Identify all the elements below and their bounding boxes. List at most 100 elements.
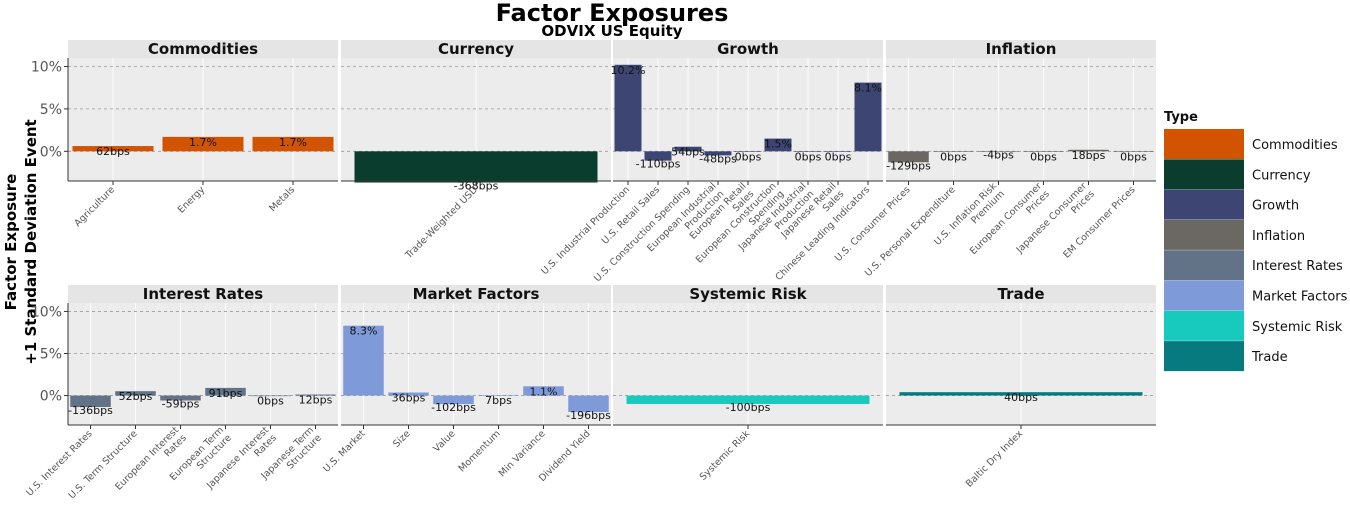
bar-value: [433, 395, 474, 405]
bar-european-retail-sales: [734, 151, 762, 152]
y-tick-label: 0%: [40, 389, 62, 405]
bar-em-consumer-prices: [1113, 151, 1154, 152]
panel-title: Inflation: [986, 40, 1057, 58]
data-label: 0bps: [940, 150, 967, 163]
legend-entry-market-factors: Market Factors: [1252, 290, 1348, 305]
panel-title: Interest Rates: [143, 285, 264, 303]
data-label: 91bps: [209, 387, 243, 400]
bar-momentum: [478, 394, 519, 396]
legend-entry-currency: Currency: [1252, 168, 1311, 183]
panel-strip: [613, 40, 883, 58]
data-label: -196bps: [566, 409, 611, 422]
data-label: 52bps: [119, 390, 153, 403]
panel-title: Currency: [438, 40, 514, 58]
bar-u-s-industrial-production: [614, 64, 642, 152]
bar-min-variance: [523, 386, 564, 396]
y-tick-label: 5%: [40, 346, 62, 362]
bar-japanese-interest-rates: [250, 395, 291, 397]
y-axis-label-line1: Factor Exposure: [2, 174, 20, 311]
bar-metals: [252, 136, 334, 152]
x-tick-label: Agriculture: [72, 184, 117, 229]
x-tick-label: Trade-Weighted USD: [403, 184, 480, 261]
legend-entry-inflation: Inflation: [1252, 229, 1305, 244]
bar-european-interest-rates: [160, 395, 201, 401]
legend-swatch-interest-rates: [1164, 250, 1244, 281]
panel-title: Commodities: [148, 40, 258, 58]
x-tick-label: Baltic Dry Index: [964, 428, 1026, 490]
bar-u-s-retail-sales: [644, 151, 672, 161]
panel-systemic-risk: Systemic Risk -100bps Systemic Risk: [613, 285, 883, 483]
panel-title: Growth: [717, 40, 779, 58]
data-label: -102bps: [431, 401, 476, 414]
data-label: 1.7%: [189, 136, 217, 149]
bar-trade-weighted-usd: [354, 151, 598, 183]
x-tick-label: Momentum: [457, 428, 503, 474]
panel-strip: [886, 40, 1156, 58]
data-label: 0bps: [257, 395, 284, 408]
y-axis-label-line2: +1 Standard Deviation Event: [22, 119, 40, 364]
panel-commodities: Commodities 62bps 1.7% 1.7% 0% 5% 10% Agricultu…: [31, 40, 338, 229]
x-tick-label-line: Size: [391, 428, 413, 450]
y-tick-label: 5%: [40, 102, 62, 118]
x-tick-label-line: Energy: [176, 184, 208, 216]
x-tick-label: U.S. Market: [321, 428, 368, 475]
y-tick-label: 0%: [40, 144, 62, 160]
data-label: 7bps: [485, 394, 512, 407]
data-label: 1.7%: [279, 136, 307, 149]
legend-entry-commodities: Commodities: [1252, 138, 1338, 153]
chart-subtitle: ODVIX US Equity: [541, 22, 682, 40]
legend: Type Commodities Currency Growth Inflation In…: [1164, 110, 1348, 372]
panel-interest-rates: Interest Rates -136bps 52bps -59bps 91bps 0bp…: [24, 285, 338, 501]
panel-title: Systemic Risk: [689, 285, 807, 303]
data-label: 0bps: [825, 150, 852, 163]
panel-market-factors: Market Factors 8.3% 36bps -102bps 7bps 1.1% -1…: [321, 285, 611, 484]
panel-strip: [341, 40, 611, 58]
data-label: -4bps: [983, 149, 1014, 162]
panel-strip: [886, 285, 1156, 303]
data-label: 54bps: [671, 146, 705, 159]
bar-u-s-interest-rates: [70, 395, 111, 407]
x-tick-label-line: Momentum: [457, 428, 503, 474]
data-label: 36bps: [392, 392, 426, 405]
bar-european-term-structure: [205, 387, 246, 396]
bar-japanese-consumer-prices: [1068, 149, 1109, 152]
bar-dividend-yield: [568, 395, 609, 413]
bar-japanese-term-structure: [295, 394, 336, 396]
bar-european-industrial-production: [704, 151, 732, 156]
legend-swatch-trade: [1164, 341, 1244, 372]
x-tick-label: Value: [431, 428, 457, 454]
legend-swatch-systemic-risk: [1164, 310, 1244, 341]
bar-u-s-construction-spending: [674, 146, 702, 152]
bar-size: [388, 392, 429, 396]
legend-entry-trade: Trade: [1251, 350, 1288, 365]
panel-strip: [68, 40, 338, 58]
x-tick-label-line: Min Variance: [497, 428, 548, 479]
x-tick-label-line: Agriculture: [72, 184, 117, 229]
y-tick-label: 10%: [31, 59, 62, 75]
data-label: 1.1%: [530, 385, 558, 398]
data-label: -48bps: [699, 152, 737, 165]
data-label: -100bps: [726, 401, 771, 414]
x-tick-label: Energy: [176, 184, 208, 216]
legend-title: Type: [1164, 110, 1198, 125]
bar-u-s-market: [343, 325, 384, 396]
bar-agriculture: [72, 146, 154, 152]
legend-swatch-currency: [1164, 159, 1244, 190]
data-label: 1.5%: [764, 138, 792, 151]
data-label: -59bps: [162, 398, 200, 411]
panel-strip: [613, 285, 883, 303]
data-label: -136bps: [68, 404, 113, 417]
data-label: 62bps: [96, 145, 130, 158]
data-label: 18bps: [1072, 149, 1106, 162]
panel-background: [886, 58, 1156, 181]
data-label: -110bps: [636, 158, 681, 171]
legend-entry-growth: Growth: [1252, 199, 1299, 214]
data-label: 0bps: [1120, 150, 1147, 163]
x-tick-label: Size: [391, 428, 413, 450]
x-tick-label-line: Systemic Risk: [698, 428, 753, 483]
data-label: 10.2%: [611, 64, 646, 77]
panel-background: [68, 303, 338, 425]
legend-swatch-growth: [1164, 189, 1244, 220]
panel-strip: [341, 285, 611, 303]
bar-energy: [162, 136, 244, 152]
